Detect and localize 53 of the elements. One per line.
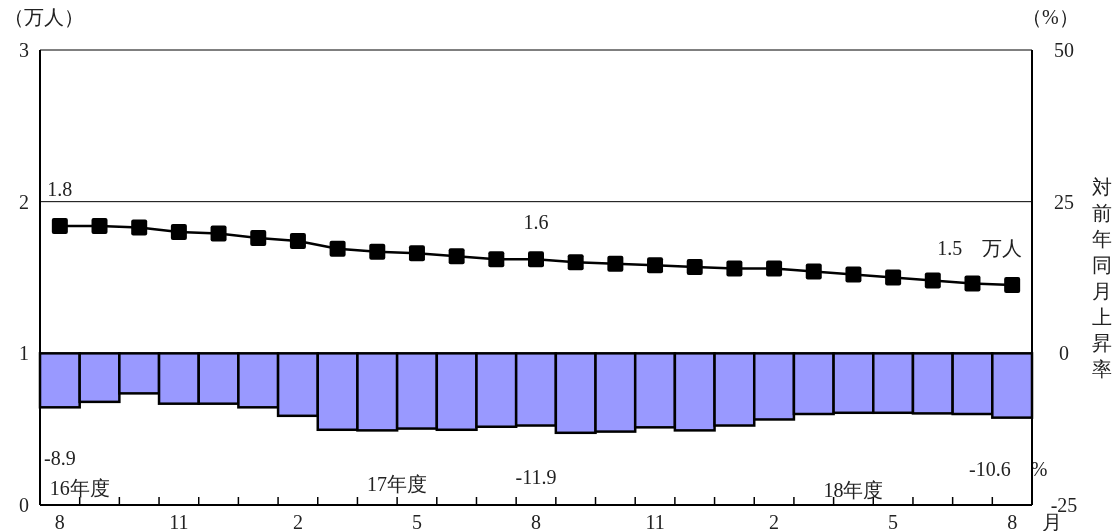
annotation: 16年度 — [49, 477, 110, 499]
point — [488, 251, 505, 268]
x-tick-label: 8 — [1007, 511, 1018, 531]
y-tick-label: 0 — [19, 494, 29, 516]
y2-axis-title: 対前年同月上昇率 — [1092, 175, 1112, 380]
data-label: 1.5 万人 — [937, 237, 1023, 260]
point — [1004, 277, 1021, 294]
point — [964, 275, 981, 292]
point — [170, 224, 187, 240]
text: （%） — [1022, 6, 1079, 28]
point — [210, 225, 227, 242]
x-tick-label: 2 — [292, 511, 303, 531]
data-label: -11.9 — [515, 465, 557, 488]
data-label: -8.9 — [44, 447, 76, 470]
x-tick-label: 5 — [888, 511, 899, 531]
point — [91, 217, 108, 234]
point — [408, 245, 425, 262]
point — [250, 230, 267, 247]
y-tick-label: 2 — [19, 190, 29, 213]
data-label: 1.6 — [523, 211, 549, 234]
point — [329, 240, 346, 257]
point — [885, 269, 902, 286]
y-axis-title: （万人） — [4, 6, 84, 28]
y2-tick-label: 25 — [1054, 190, 1074, 213]
x-tick-label: 8 — [531, 511, 541, 531]
x-tick-label: 2 — [769, 511, 780, 531]
data-label: 1.8 — [47, 177, 73, 200]
point — [369, 243, 386, 260]
point — [528, 251, 544, 268]
point — [289, 233, 306, 250]
x-tick-label: 11 — [645, 511, 665, 531]
annotation: 17年度 — [367, 473, 428, 495]
point — [686, 258, 703, 275]
x-tick-label: 11 — [169, 511, 189, 531]
point — [448, 248, 465, 265]
point — [805, 263, 822, 280]
point — [567, 254, 584, 271]
point — [607, 255, 624, 272]
point — [647, 257, 664, 274]
point — [51, 217, 68, 234]
point — [131, 219, 148, 236]
x-tick-label: 8 — [54, 511, 65, 531]
point — [845, 266, 862, 283]
y2-tick-label: 0 — [1059, 342, 1069, 365]
point — [726, 260, 743, 277]
x-axis-title: 月 — [1042, 511, 1062, 531]
annotation: 18年度 — [823, 479, 884, 501]
y-tick-label: 1 — [19, 342, 29, 365]
y2-tick-label: 50 — [1054, 39, 1074, 61]
x-tick-label: 5 — [411, 511, 422, 531]
y-tick-label: 3 — [19, 39, 29, 61]
point — [924, 272, 941, 289]
point — [766, 260, 783, 277]
